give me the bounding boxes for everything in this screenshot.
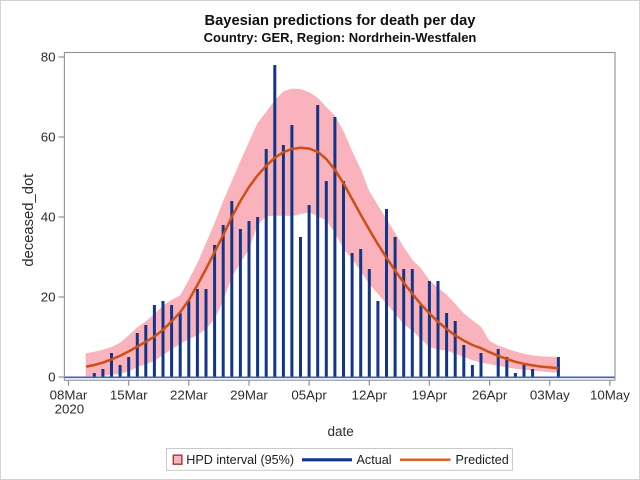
svg-text:2020: 2020 bbox=[55, 402, 85, 417]
svg-text:12Apr: 12Apr bbox=[352, 388, 388, 403]
svg-text:29Mar: 29Mar bbox=[230, 388, 268, 403]
svg-text:Predicted: Predicted bbox=[456, 453, 509, 467]
svg-text:Bayesian predictions for death: Bayesian predictions for death per day bbox=[205, 13, 477, 29]
svg-text:03May: 03May bbox=[530, 388, 570, 403]
svg-text:Actual: Actual bbox=[357, 453, 392, 467]
svg-text:05Apr: 05Apr bbox=[291, 388, 327, 403]
svg-text:Country: GER, Region: Nordrhei: Country: GER, Region: Nordrhein-Westfale… bbox=[204, 30, 477, 45]
svg-text:10May: 10May bbox=[590, 388, 630, 403]
svg-text:date: date bbox=[327, 424, 353, 439]
svg-text:40: 40 bbox=[41, 209, 56, 224]
svg-text:80: 80 bbox=[41, 49, 56, 64]
svg-text:26Apr: 26Apr bbox=[472, 388, 508, 403]
svg-text:22Mar: 22Mar bbox=[170, 388, 208, 403]
svg-text:deceased_dot: deceased_dot bbox=[21, 174, 37, 267]
svg-text:08Mar: 08Mar bbox=[50, 388, 88, 403]
svg-text:0: 0 bbox=[48, 369, 55, 384]
svg-text:60: 60 bbox=[41, 129, 56, 144]
svg-text:15Mar: 15Mar bbox=[110, 388, 148, 403]
svg-text:20: 20 bbox=[41, 289, 56, 304]
svg-text:19Apr: 19Apr bbox=[412, 388, 448, 403]
svg-text:HPD interval (95%): HPD interval (95%) bbox=[186, 453, 294, 467]
